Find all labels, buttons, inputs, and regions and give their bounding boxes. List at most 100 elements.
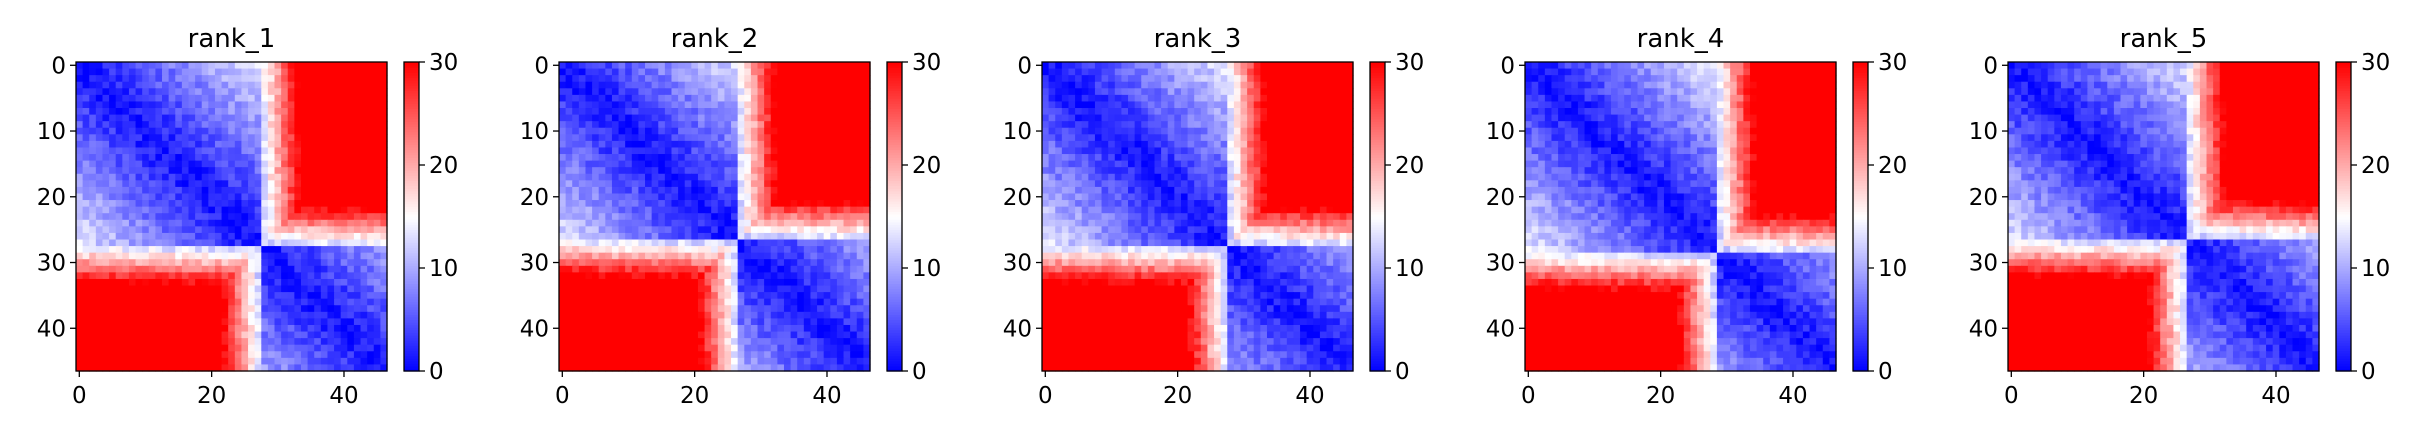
heatmap-cell: [314, 285, 322, 293]
heatmap-cell: [320, 167, 329, 175]
heatmap-cell: [195, 140, 203, 149]
heatmap-cell: [254, 239, 262, 247]
heatmap-cell: [142, 292, 150, 300]
heatmap-cell: [241, 154, 249, 162]
heatmap-cell: [155, 200, 163, 208]
heatmap-cell: [201, 88, 209, 96]
heatmap-cell: [803, 62, 812, 70]
heatmap-cell: [592, 75, 600, 83]
heatmap-cell: [334, 127, 342, 135]
heatmap-cell: [128, 121, 137, 129]
heatmap-cell: [234, 305, 243, 313]
heatmap-cell: [664, 324, 673, 333]
heatmap-cell: [684, 88, 692, 96]
heatmap-cell: [122, 219, 130, 227]
heatmap-cell: [625, 154, 633, 162]
heatmap-cell: [1121, 81, 1129, 89]
heatmap-cell: [122, 324, 130, 333]
heatmap-cell: [360, 114, 368, 122]
heatmap-cell: [717, 239, 726, 247]
y-tick-label: 30: [37, 251, 66, 277]
heatmap-cell: [830, 351, 838, 359]
heatmap-cell: [671, 173, 679, 181]
heatmap-cell: [592, 305, 600, 313]
heatmap-cell: [261, 259, 269, 267]
heatmap-cell: [638, 232, 646, 241]
heatmap-cell: [850, 252, 858, 260]
heatmap-cell: [115, 160, 123, 168]
heatmap-cell: [334, 121, 342, 129]
heatmap-cell: [181, 180, 190, 188]
heatmap-cell: [274, 147, 282, 155]
heatmap-cell: [228, 298, 236, 306]
heatmap-cell: [135, 311, 143, 319]
heatmap-cell: [737, 292, 745, 300]
heatmap-cell: [228, 311, 236, 319]
heatmap-cell: [148, 180, 157, 188]
heatmap-cell: [228, 114, 236, 122]
heatmap-cell: [135, 324, 143, 333]
heatmap-cell: [850, 272, 858, 280]
heatmap-cell: [334, 173, 342, 181]
heatmap-cell: [380, 121, 388, 129]
heatmap-cell: [717, 160, 726, 168]
heatmap-cell: [208, 193, 216, 201]
heatmap-cell: [671, 147, 679, 155]
heatmap-cell: [797, 338, 805, 346]
heatmap-cell: [803, 338, 812, 346]
heatmap-cell: [843, 88, 851, 96]
heatmap-cell: [287, 108, 295, 116]
heatmap-cell: [135, 351, 143, 359]
heatmap-cell: [863, 324, 871, 333]
heatmap-cell: [691, 239, 699, 247]
heatmap-cell: [770, 62, 778, 70]
heatmap-cell: [148, 246, 157, 254]
heatmap-cell: [704, 140, 712, 149]
heatmap-cell: [697, 62, 706, 70]
heatmap-cell: [671, 94, 679, 103]
heatmap-cell: [135, 272, 143, 280]
heatmap-cell: [823, 186, 831, 195]
heatmap-cell: [1121, 62, 1129, 70]
heatmap-cell: [777, 226, 785, 234]
colorbar-segment: [887, 249, 902, 254]
heatmap-cell: [214, 232, 223, 241]
heatmap-cell: [95, 364, 104, 372]
heatmap-cell: [863, 344, 871, 352]
heatmap-cell: [89, 186, 97, 195]
colorbar-segment: [404, 314, 419, 318]
heatmap-cell: [241, 357, 249, 366]
heatmap-cell: [1161, 68, 1169, 76]
heatmap-cell: [102, 265, 110, 273]
heatmap-cell: [1346, 68, 1354, 76]
heatmap-cell: [717, 285, 726, 293]
heatmap-cell: [347, 292, 355, 300]
heatmap-cell: [790, 298, 798, 306]
heatmap-cell: [254, 134, 262, 142]
heatmap-cell: [128, 232, 137, 241]
heatmap-cell: [300, 344, 309, 352]
heatmap-cell: [214, 305, 223, 313]
heatmap-cell: [817, 239, 825, 247]
heatmap-cell: [122, 173, 130, 181]
heatmap-cell: [294, 154, 302, 162]
heatmap-cell: [863, 252, 871, 260]
heatmap-cell: [797, 331, 805, 339]
heatmap-cell: [817, 259, 825, 267]
colorbar-segment: [887, 100, 902, 104]
heatmap-cell: [340, 101, 348, 109]
heatmap-cell: [684, 62, 692, 70]
heatmap-cell: [631, 344, 640, 352]
heatmap-cell: [764, 108, 772, 116]
heatmap-cell: [678, 292, 686, 300]
heatmap-cell: [803, 351, 812, 359]
heatmap-cell: [783, 213, 792, 221]
heatmap-cell: [850, 94, 858, 103]
heatmap-cell: [717, 318, 726, 326]
heatmap-cell: [95, 127, 104, 135]
heatmap-cell: [221, 285, 229, 293]
heatmap-cell: [737, 173, 745, 181]
heatmap-cell: [823, 200, 831, 208]
heatmap-cell: [1108, 75, 1116, 83]
x-tick-label: 20: [680, 383, 709, 409]
